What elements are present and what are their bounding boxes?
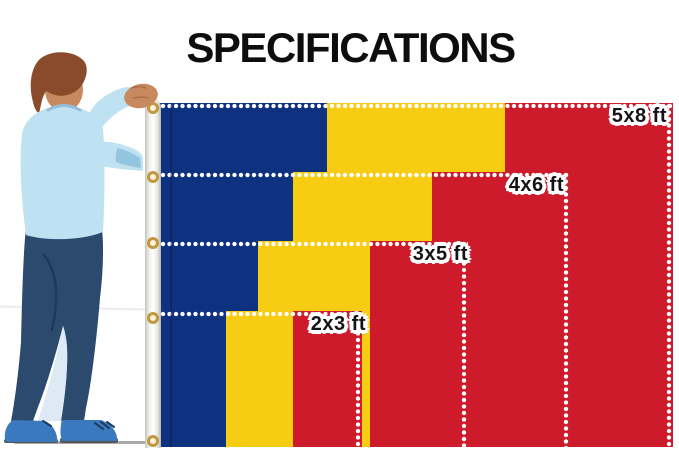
sleeve-cuff-shade — [115, 148, 141, 168]
shoe-laces — [42, 420, 115, 430]
flag-stripe-red — [293, 311, 362, 447]
pants-crease — [42, 253, 58, 332]
size-label-3x5: 3x5 ft — [412, 243, 468, 265]
pants — [11, 228, 104, 421]
grommet-icon — [147, 435, 159, 447]
flag-stripe-blue — [160, 311, 227, 447]
grommet-icon — [147, 312, 159, 324]
page-title: SPECIFICATIONS — [186, 24, 516, 72]
collar — [46, 104, 82, 112]
hair — [30, 52, 87, 114]
man-holding-pole-illustration — [4, 52, 158, 443]
back-shoe — [4, 420, 58, 442]
flag-pole — [145, 99, 161, 448]
flag-stripe-yellow — [226, 311, 294, 447]
grommet-icon — [147, 171, 159, 183]
shirt-torso — [20, 105, 105, 240]
upper-hand — [124, 83, 158, 109]
size-label-4x6: 4x6 ft — [508, 174, 564, 196]
front-shoe — [60, 420, 118, 441]
flag-stripe-red — [370, 241, 468, 447]
finger-lines — [131, 85, 149, 99]
size-label-5x8: 5x8 ft — [611, 105, 667, 127]
flag-2x3: 2x3 ft — [160, 311, 365, 447]
between-legs-shading — [38, 326, 68, 421]
size-label-2x3: 2x3 ft — [310, 313, 366, 335]
grommet-icon — [147, 237, 159, 249]
